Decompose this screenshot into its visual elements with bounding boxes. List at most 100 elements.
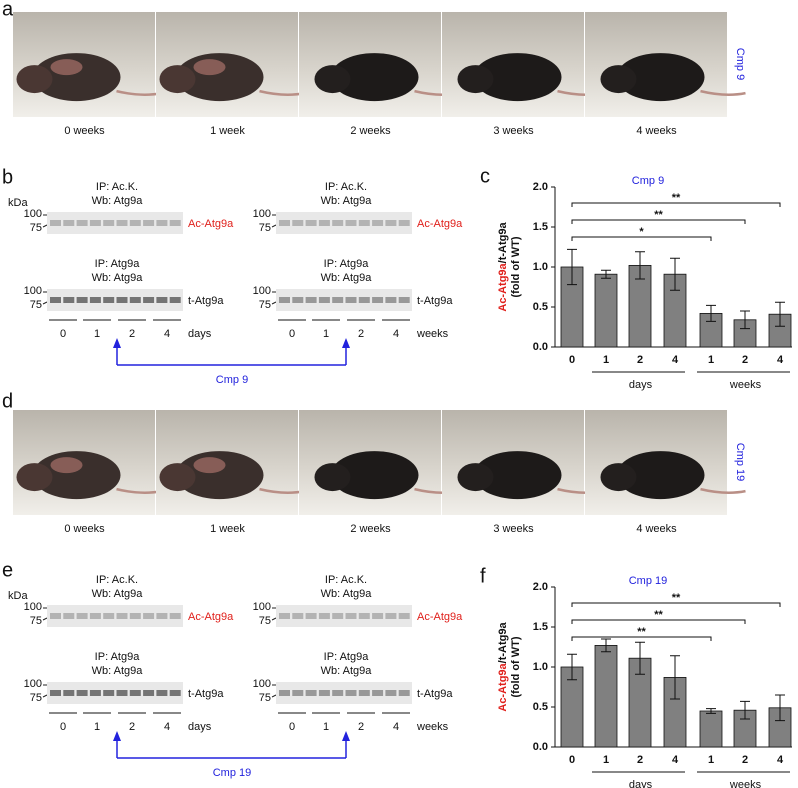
y-tick-label: 1.5 xyxy=(533,221,548,233)
marker-label: 75 xyxy=(30,615,42,627)
blot-band xyxy=(156,613,168,619)
blot-band xyxy=(332,297,344,303)
x-tick-label: 4 xyxy=(777,354,784,366)
group-label: days xyxy=(629,379,653,391)
blot-band xyxy=(292,297,304,303)
y-axis-label-2: (fold of WT) xyxy=(510,236,522,297)
ip-label: IP: Atg9a xyxy=(95,651,141,663)
kda-label: kDa xyxy=(8,197,28,209)
y-axis-label-part: Ac-Atg9a xyxy=(497,262,509,311)
blot-band xyxy=(76,690,88,696)
blot-band xyxy=(50,297,61,303)
band-label: Ac-Atg9a xyxy=(188,611,234,623)
blot-band xyxy=(89,690,101,696)
band-label: t-Atg9a xyxy=(188,295,224,307)
blot-band xyxy=(345,220,357,226)
blot-band xyxy=(318,613,330,619)
mouse-body xyxy=(330,53,419,102)
band-label: Ac-Atg9a xyxy=(417,218,463,230)
photo-caption: 1 week xyxy=(210,125,245,137)
photo-caption: 3 weeks xyxy=(493,523,534,535)
bar xyxy=(594,645,618,748)
blot-band xyxy=(398,613,410,619)
blot-band xyxy=(129,220,141,226)
arrow-label: Cmp 19 xyxy=(213,767,252,779)
mouse-head xyxy=(314,65,351,94)
blot-band xyxy=(372,297,384,303)
significance-bracket xyxy=(571,219,746,224)
photo-caption: 0 weeks xyxy=(64,523,105,535)
blot-band xyxy=(116,220,128,226)
blot-band xyxy=(318,297,330,303)
blot-band xyxy=(292,220,304,226)
y-axis-label: Ac-Atg9a/t-Atg9a xyxy=(497,622,509,712)
wb-label: Wb: Atg9a xyxy=(92,665,144,677)
group-label: 4 xyxy=(393,328,399,340)
significance-label: ** xyxy=(654,609,663,621)
blot-band xyxy=(89,613,101,619)
mouse-head xyxy=(159,65,196,94)
bar xyxy=(699,710,723,748)
error-bar xyxy=(775,694,785,722)
mouse-head xyxy=(457,65,494,94)
y-tick-label: 0.0 xyxy=(533,341,548,353)
mouse-body xyxy=(616,451,705,500)
skin-lesion xyxy=(50,457,83,474)
x-tick-label: 4 xyxy=(672,754,679,766)
kda-label: kDa xyxy=(8,590,28,602)
blot-band xyxy=(372,613,384,619)
band-label: Ac-Atg9a xyxy=(417,611,463,623)
y-axis-label-part: /t-Atg9a xyxy=(497,222,509,264)
marker-tick xyxy=(271,684,277,698)
blot-band xyxy=(63,297,75,303)
group-label: weeks xyxy=(729,379,762,391)
error-bar xyxy=(635,641,645,675)
error-bar xyxy=(706,304,716,322)
photo xyxy=(442,12,603,117)
mouse-head xyxy=(16,65,53,94)
blot-band xyxy=(129,690,141,696)
skin-lesion xyxy=(193,59,226,76)
photo xyxy=(585,12,746,117)
y-tick-label: 0.0 xyxy=(533,741,548,753)
blot xyxy=(47,605,183,627)
y-tick-label: 0.5 xyxy=(533,701,548,713)
photo-caption: 1 week xyxy=(210,523,245,535)
blot-band xyxy=(305,297,317,303)
blot-band xyxy=(318,690,330,696)
blot-band xyxy=(169,690,181,696)
band-label: t-Atg9a xyxy=(188,688,224,700)
error-bar xyxy=(635,251,645,280)
blot-band xyxy=(103,297,115,303)
wb-label: Wb: Atg9a xyxy=(92,588,144,600)
significance-bracket xyxy=(571,636,712,641)
blot-band xyxy=(385,297,397,303)
marker-label: 100 xyxy=(24,601,42,613)
blot-band xyxy=(116,690,128,696)
photo xyxy=(299,12,460,117)
group-label: 0 xyxy=(60,328,66,340)
marker-label: 100 xyxy=(24,285,42,297)
error-bar xyxy=(567,653,577,681)
group-label: 0 xyxy=(289,721,295,733)
blot-band xyxy=(358,690,370,696)
significance-label: ** xyxy=(637,626,646,638)
marker-tick xyxy=(42,607,48,621)
marker-label: 100 xyxy=(24,678,42,690)
wb-label: Wb: Atg9a xyxy=(321,272,373,284)
unit-label: weeks xyxy=(416,721,449,733)
blot-band xyxy=(398,297,410,303)
blot-band xyxy=(385,220,397,226)
y-axis-label: Ac-Atg9a/t-Atg9a xyxy=(497,222,509,312)
blot-band xyxy=(63,613,75,619)
group-label: 4 xyxy=(164,328,170,340)
marker-label: 100 xyxy=(253,208,271,220)
blot-band xyxy=(345,690,357,696)
y-axis-label-part: Ac-Atg9a xyxy=(497,662,509,711)
photo xyxy=(13,12,162,117)
group-label: 2 xyxy=(358,721,364,733)
blot-band xyxy=(305,613,317,619)
blot-band xyxy=(116,297,128,303)
blot-band xyxy=(358,613,370,619)
